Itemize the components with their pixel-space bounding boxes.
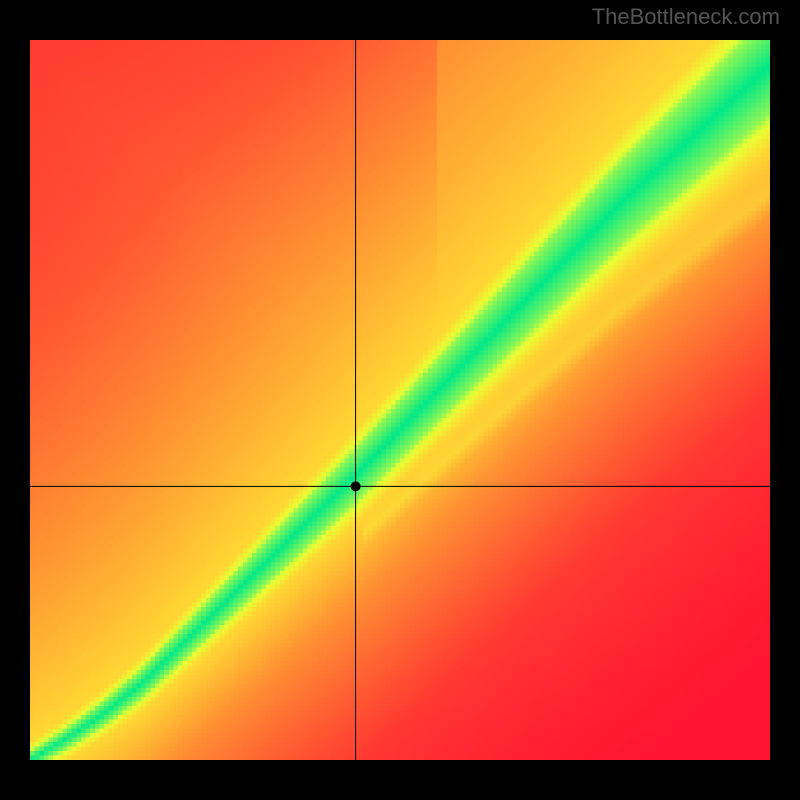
heatmap-canvas [30, 40, 770, 760]
watermark-text: TheBottleneck.com [592, 4, 780, 30]
chart-container: TheBottleneck.com [0, 0, 800, 800]
heatmap-plot [30, 40, 770, 760]
